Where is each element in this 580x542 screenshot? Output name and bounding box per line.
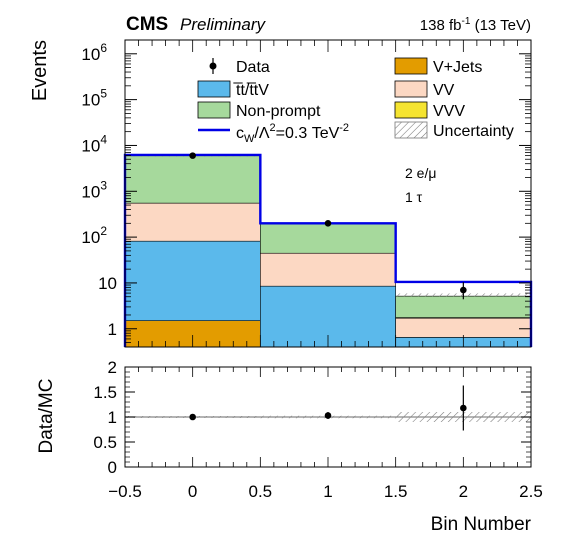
svg-text:Data: Data <box>236 59 270 76</box>
ratio-point-0 <box>189 413 196 421</box>
legend-item-ttbar: t̅t/t̅tV <box>197 80 269 99</box>
y-tick-label-4: 104 <box>81 132 107 155</box>
svg-text:VV: VV <box>433 82 455 99</box>
stack-vv-bin-0 <box>124 202 261 242</box>
x-tick-label-0: −0.5 <box>108 482 142 501</box>
ratio-panel: 0 0.5 1 1.5 2 −0.5 0 0.5 1 1.5 2 2.5 Data/MC Bin Nu… <box>36 358 543 535</box>
stack-nonprompt-bin-2 <box>395 295 532 318</box>
y-tick-label-5: 105 <box>81 87 107 110</box>
legend: Data t̅t/t̅tV Non-prompt cW/Λ2=0.3 TeV-2… <box>197 57 514 145</box>
ratio-y-tick-label-2: 1 <box>108 408 117 427</box>
x-tick-label-2: 0.5 <box>249 482 273 501</box>
stack-vv-bin-2 <box>395 317 532 338</box>
ratio-y-tick-label-0: 0 <box>108 458 117 477</box>
svg-text:V+Jets: V+Jets <box>433 59 482 76</box>
data-point-2 <box>460 286 467 294</box>
legend-item-vjets: V+Jets <box>394 57 482 76</box>
y-tick-label-0: 1 <box>108 320 117 339</box>
stack-ttbar-bin-0 <box>124 240 261 321</box>
ratio-y-tick-label-4: 2 <box>108 358 117 377</box>
x-axis-label: Bin Number <box>431 514 532 535</box>
y-tick-label-2: 102 <box>81 224 107 247</box>
stack-nonprompt-bin-1 <box>260 223 396 254</box>
svg-text:Non-prompt: Non-prompt <box>236 103 321 120</box>
preliminary-label: Preliminary <box>180 15 267 34</box>
stack-nonprompt-bin-0 <box>124 155 261 204</box>
legend-item-vvv: VVV <box>394 101 465 120</box>
legend-item-signal: cW/Λ2=0.3 TeV-2 <box>198 122 349 145</box>
ratio-y-tick-label-1: 0.5 <box>93 433 117 452</box>
data-point-0 <box>189 152 196 159</box>
data-point-1 <box>324 220 332 227</box>
x-tick-label-1: 0 <box>188 482 197 501</box>
ratio-ticks: 0 0.5 1 1.5 2 −0.5 0 0.5 1 1.5 2 2.5 <box>93 358 542 501</box>
ratio-point-2 <box>460 404 467 412</box>
stack-vv-bin-1 <box>260 252 396 287</box>
main-ylabel: Events <box>29 40 51 101</box>
main-panel: 1 10 102 103 104 105 106 Events 2 e/μ 1 τ <box>29 39 533 348</box>
x-tick-label-5: 2 <box>459 482 468 501</box>
ratio-point-1 <box>324 412 332 419</box>
x-tick-label-6: 2.5 <box>519 482 543 501</box>
y-tick-label-1: 10 <box>98 274 117 293</box>
svg-text:Uncertainty: Uncertainty <box>433 123 514 140</box>
legend-item-data: Data <box>209 58 270 76</box>
y-tick-label-6: 106 <box>81 41 107 64</box>
svg-text:VVV: VVV <box>433 103 465 120</box>
ratio-ylabel: Data/MC <box>36 379 57 454</box>
x-tick-label-3: 1 <box>323 482 332 501</box>
stack-layer <box>124 155 532 348</box>
y-tick-label-3: 103 <box>81 178 107 201</box>
main-ticks: 1 10 102 103 104 105 106 <box>81 40 532 347</box>
ratio-points <box>189 385 467 431</box>
cms-label: CMS <box>126 14 168 35</box>
legend-item-uncertainty: Uncertainty <box>394 121 514 140</box>
annotation-channel: 2 e/μ <box>405 165 436 181</box>
lumi-label: 138 fb-1 (13 TeV) <box>420 16 531 34</box>
x-tick-label-4: 1.5 <box>384 482 408 501</box>
data-layer <box>189 152 467 300</box>
legend-item-vv: VV <box>394 80 455 99</box>
legend-item-nonprompt: Non-prompt <box>197 101 321 120</box>
svg-text:t̅t/t̅tV: t̅t/t̅tV <box>233 82 269 99</box>
ratio-y-tick-label-3: 1.5 <box>93 383 117 402</box>
annotation-tau: 1 τ <box>405 189 423 205</box>
svg-text:cW/Λ2=0.3 TeV-2: cW/Λ2=0.3 TeV-2 <box>236 122 349 145</box>
